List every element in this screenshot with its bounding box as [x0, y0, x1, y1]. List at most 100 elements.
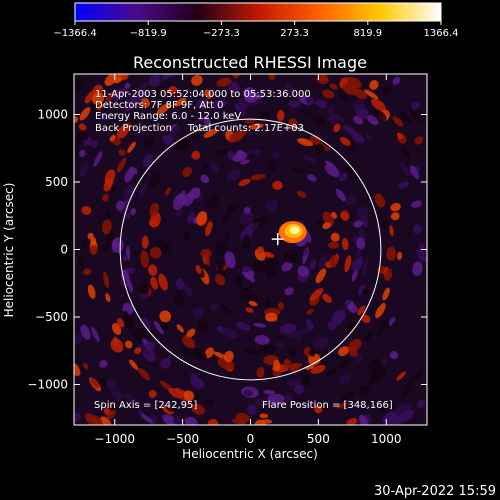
- pattern-blob: [353, 115, 364, 125]
- pattern-blob: [316, 218, 324, 227]
- pattern-blob: [226, 202, 240, 217]
- pattern-blob: [243, 206, 251, 214]
- pattern-blob: [124, 122, 132, 130]
- pattern-blob: [354, 354, 363, 363]
- pattern-blob: [353, 99, 364, 112]
- pattern-blob: [102, 193, 109, 202]
- pattern-blob: [153, 320, 164, 335]
- pattern-blob: [156, 239, 167, 248]
- pattern-blob: [120, 74, 129, 81]
- pattern-blob: [358, 284, 365, 295]
- pattern-blob: [103, 271, 110, 289]
- pattern-blob: [134, 347, 142, 354]
- pattern-blob: [340, 210, 350, 221]
- pattern-blob: [333, 123, 341, 133]
- pattern-blob: [141, 235, 149, 249]
- pattern-blob: [246, 149, 254, 155]
- y-tick-label: 500: [45, 175, 68, 189]
- pattern-blob: [382, 287, 390, 301]
- pattern-blob: [402, 385, 415, 397]
- pattern-blob: [74, 77, 86, 92]
- pattern-blob: [158, 273, 168, 291]
- pattern-blob: [183, 390, 195, 402]
- pattern-blob: [392, 116, 404, 127]
- pattern-blob: [212, 99, 227, 110]
- pattern-blob: [127, 279, 133, 293]
- pattern-blob: [272, 180, 283, 190]
- pattern-blob: [338, 93, 349, 101]
- emission-pattern: [74, 74, 427, 425]
- pattern-blob: [127, 141, 136, 154]
- pattern-blob: [348, 346, 358, 357]
- pattern-blob: [284, 287, 294, 296]
- pattern-blob: [148, 172, 161, 188]
- y-tick-label: 0: [60, 243, 68, 257]
- pattern-blob: [344, 255, 352, 273]
- pattern-blob: [396, 132, 403, 140]
- pattern-blob: [74, 116, 79, 124]
- pattern-blob: [306, 319, 314, 330]
- pattern-blob: [191, 75, 203, 86]
- pattern-blob: [109, 134, 116, 142]
- pattern-blob: [268, 74, 276, 81]
- pattern-blob: [154, 86, 166, 98]
- pattern-blob: [243, 389, 254, 397]
- pattern-blob: [369, 80, 379, 90]
- pattern-blob: [305, 96, 316, 105]
- pattern-blob: [346, 417, 358, 425]
- pattern-blob: [147, 264, 158, 277]
- y-axis-ticks: −1000 −500 0 500 1000: [27, 108, 427, 392]
- pattern-blob: [303, 248, 308, 256]
- pattern-blob: [140, 413, 154, 424]
- pattern-blob: [275, 341, 285, 348]
- pattern-blob: [159, 310, 172, 323]
- pattern-blob: [297, 265, 309, 277]
- pattern-blob: [159, 380, 172, 391]
- pattern-blob: [133, 90, 147, 104]
- pattern-blob: [346, 195, 358, 206]
- pattern-blob: [110, 338, 124, 353]
- pattern-blob: [248, 123, 264, 130]
- pattern-blob: [297, 138, 314, 147]
- pattern-blob: [277, 109, 285, 122]
- pattern-blob: [401, 147, 411, 159]
- pattern-blob: [341, 237, 349, 251]
- pattern-blob: [256, 367, 265, 378]
- pattern-blob: [118, 149, 126, 156]
- pattern-blob: [175, 278, 185, 290]
- pattern-blob: [342, 124, 358, 136]
- info-block: 11-Apr-2003 05:52:04.000 to 05:53:36.000…: [95, 89, 311, 134]
- pattern-blob: [238, 97, 248, 109]
- pattern-blob: [112, 336, 119, 344]
- pattern-blob: [183, 283, 193, 298]
- x-tick-label: 1000: [371, 432, 402, 446]
- pattern-blob: [166, 404, 175, 412]
- pattern-blob: [302, 374, 311, 387]
- info-time-range: 11-Apr-2003 05:52:04.000 to 05:53:36.000: [95, 89, 311, 100]
- colorbar-tick-label: −273.3: [203, 28, 240, 39]
- x-axis-ticks: −1000 −500 0 500 1000: [94, 74, 402, 446]
- pattern-blob: [240, 287, 253, 300]
- pattern-blob: [216, 77, 232, 87]
- pattern-blob: [129, 359, 139, 370]
- pattern-blob: [173, 292, 185, 307]
- pattern-blob: [284, 83, 295, 95]
- pattern-blob: [310, 365, 326, 374]
- pattern-blob: [358, 385, 370, 397]
- pattern-blob: [92, 92, 105, 105]
- pattern-blob: [281, 261, 293, 272]
- pattern-blob: [223, 350, 234, 363]
- pattern-blob: [130, 207, 136, 216]
- pattern-blob: [246, 94, 265, 100]
- pattern-blob: [80, 161, 89, 178]
- pattern-blob: [309, 288, 324, 302]
- pattern-blob: [338, 360, 350, 368]
- pattern-blob: [91, 326, 100, 342]
- spin-axis-label: Spin Axis = [242,95]: [94, 400, 197, 411]
- pattern-blob: [141, 98, 151, 108]
- pattern-blob: [286, 378, 301, 386]
- pattern-blob: [354, 174, 363, 184]
- pattern-blob: [371, 98, 386, 112]
- pattern-blob: [253, 149, 263, 156]
